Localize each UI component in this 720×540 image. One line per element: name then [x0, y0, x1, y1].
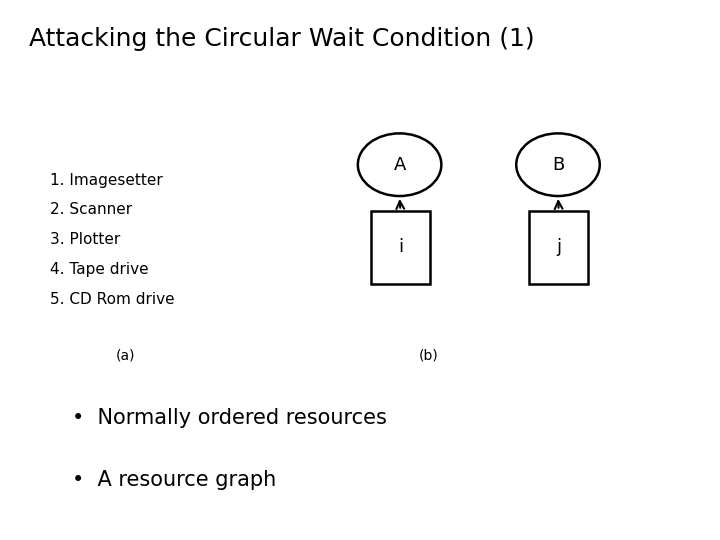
Text: Attacking the Circular Wait Condition (1): Attacking the Circular Wait Condition (1… — [29, 27, 534, 51]
Text: (b): (b) — [418, 348, 438, 362]
Text: 2. Scanner: 2. Scanner — [50, 202, 132, 218]
Text: j: j — [556, 238, 562, 256]
Text: (a): (a) — [116, 348, 136, 362]
Text: B: B — [552, 156, 564, 174]
FancyBboxPatch shape — [529, 211, 588, 284]
Text: •  Normally ordered resources: • Normally ordered resources — [72, 408, 387, 428]
Text: 3. Plotter: 3. Plotter — [50, 232, 121, 247]
FancyBboxPatch shape — [371, 211, 430, 284]
Text: A: A — [393, 156, 406, 174]
Text: 4. Tape drive: 4. Tape drive — [50, 262, 149, 277]
Text: •  A resource graph: • A resource graph — [72, 470, 276, 490]
Text: 1. Imagesetter: 1. Imagesetter — [50, 173, 163, 188]
Text: i: i — [397, 238, 403, 256]
Text: 5. CD Rom drive: 5. CD Rom drive — [50, 292, 175, 307]
